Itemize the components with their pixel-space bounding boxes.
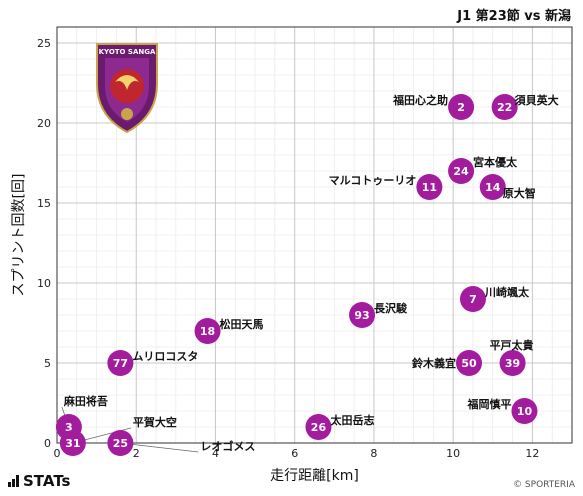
player-number: 22 [497, 101, 512, 114]
player-marker [448, 94, 475, 120]
player-name-label: 長沢駿 [374, 301, 408, 315]
label-leader-line [120, 442, 199, 453]
player-name-label: ムリロコスタ [132, 350, 198, 363]
player-name-label: 川崎颯太 [484, 285, 530, 299]
player-name-label: 宮本優太 [473, 155, 518, 169]
player-name-label: 鈴木義宜 [412, 356, 456, 370]
crest-wing [115, 75, 139, 90]
copyright-credit: © SPORTERIA [513, 480, 575, 490]
player-marker [194, 318, 221, 344]
player-number: 31 [65, 437, 80, 450]
player-marker [479, 174, 506, 200]
x-tick-label: 12 [525, 447, 539, 460]
y-tick-label: 25 [37, 37, 51, 50]
x-tick-label: 10 [446, 447, 460, 460]
player-name-label: 太田岳志 [329, 413, 374, 427]
x-tick-label: 8 [370, 447, 377, 460]
player-marker [305, 414, 332, 440]
player-marker [459, 286, 486, 312]
player-number: 26 [311, 421, 327, 434]
stats-brand: STATs [8, 472, 70, 490]
player-number: 24 [453, 165, 469, 178]
club-crest-icon: KYOTO SANGA [96, 43, 158, 134]
player-number: 39 [505, 357, 520, 370]
crest-text: KYOTO SANGA [99, 48, 156, 56]
player-name-label: 平賀大空 [133, 415, 177, 429]
player-number: 10 [517, 405, 533, 418]
player-number: 77 [113, 357, 128, 370]
player-number: 7 [469, 293, 477, 306]
stats-logo-icon [8, 475, 19, 487]
y-tick-label: 15 [37, 197, 51, 210]
player-marker [491, 94, 518, 120]
player-marker [448, 158, 475, 184]
player-name-label: 平戸太貴 [490, 338, 534, 352]
player-name-label: 麻田将吾 [63, 394, 108, 408]
player-number: 18 [200, 325, 215, 338]
player-number: 93 [354, 309, 369, 322]
player-marker [499, 350, 526, 376]
player-name-label: 松田天馬 [220, 317, 264, 331]
plot-frame [56, 26, 573, 444]
player-number: 25 [113, 437, 128, 450]
x-tick-label: 6 [291, 447, 298, 460]
x-axis-label: 走行距離[km] [270, 467, 359, 484]
player-marker [107, 350, 134, 376]
player-marker [107, 430, 134, 456]
player-name-label: 須貝英大 [514, 93, 559, 107]
player-number: 3 [65, 421, 73, 434]
y-tick-label: 10 [37, 277, 51, 290]
player-name-label: レオゴメス [200, 439, 255, 453]
player-number: 14 [485, 181, 501, 194]
player-marker [416, 174, 443, 200]
player-number: 50 [461, 357, 477, 370]
match-title: J1 第23節 vs 新潟 [457, 9, 571, 24]
player-marker [511, 398, 538, 424]
x-tick-label: 0 [54, 447, 61, 460]
player-name-label: 福岡慎平 [466, 397, 511, 411]
y-tick-label: 20 [37, 117, 51, 130]
player-name-label: 福田心之助 [392, 93, 448, 107]
player-marker [59, 430, 86, 456]
x-tick-label: 2 [133, 447, 140, 460]
player-number: 2 [457, 101, 465, 114]
player-name-label: マルコトゥーリオ [329, 174, 417, 187]
y-tick-label: 0 [44, 437, 51, 450]
x-tick-label: 4 [212, 447, 219, 460]
stats-brand-text: STATs [23, 472, 71, 490]
crest-emblem [121, 108, 133, 120]
y-tick-label: 5 [44, 357, 51, 370]
player-number: 11 [422, 181, 437, 194]
player-marker [456, 350, 482, 376]
y-axis-label: スプリント回数[回] [11, 174, 27, 297]
player-marker [349, 302, 376, 328]
player-name-label: 原大智 [503, 186, 536, 200]
